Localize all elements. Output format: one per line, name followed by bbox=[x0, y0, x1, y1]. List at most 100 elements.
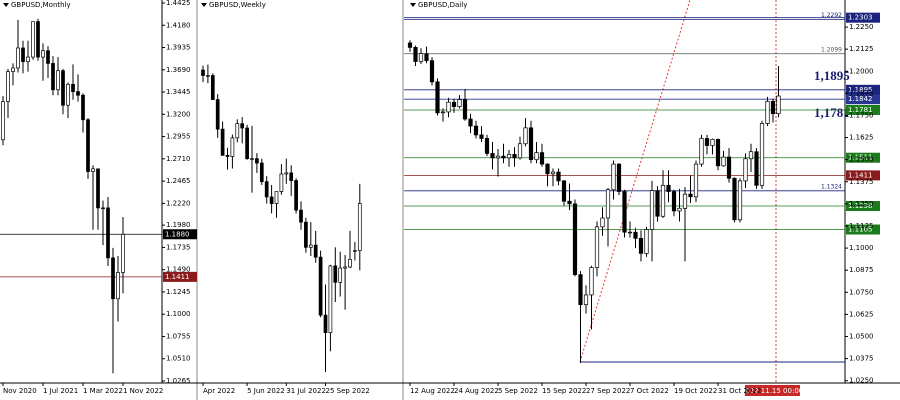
candle-body bbox=[308, 244, 313, 248]
candle-body bbox=[264, 181, 269, 198]
x-tick-label: 25 Sep 2022 bbox=[326, 387, 370, 395]
x-tick-label: 15 Sep 2022 bbox=[542, 387, 586, 395]
candle-body bbox=[407, 42, 413, 48]
candle-body bbox=[76, 91, 80, 96]
candle-body bbox=[41, 50, 45, 58]
candle-body bbox=[279, 173, 284, 192]
candle-body bbox=[289, 172, 294, 181]
candle-body bbox=[594, 226, 600, 268]
y-tick-label: 1.4425 bbox=[166, 0, 191, 7]
candle-body bbox=[666, 184, 671, 192]
candle-body bbox=[545, 163, 550, 175]
y-tick-label: 1.0265 bbox=[166, 377, 191, 385]
candle-body bbox=[523, 127, 528, 145]
candle-body bbox=[688, 193, 693, 198]
candle-body bbox=[429, 60, 435, 83]
level-label: 1.2099 bbox=[821, 46, 842, 53]
level-label: 1.1411 bbox=[165, 273, 190, 281]
candle-body bbox=[16, 47, 20, 69]
level-label: 1.1238 bbox=[848, 202, 873, 210]
candle-body bbox=[96, 168, 100, 209]
candle-body bbox=[220, 128, 225, 156]
candle-body bbox=[501, 155, 506, 159]
y-tick-label: 1.4180 bbox=[166, 21, 191, 29]
candle-body bbox=[748, 151, 754, 160]
x-tick-label: 27 Sep 2022 bbox=[586, 387, 630, 395]
x-tick-label: 5 Sep 2022 bbox=[498, 387, 538, 395]
candle-body bbox=[512, 154, 517, 159]
trend-line bbox=[579, 0, 691, 363]
candle-body bbox=[583, 294, 589, 306]
y-tick-label: 1.0875 bbox=[849, 266, 874, 274]
y-tick-label: 1.0510 bbox=[166, 355, 191, 363]
candle-body bbox=[440, 111, 446, 114]
candle-body bbox=[715, 138, 721, 167]
y-tick-label: 1.1250 bbox=[849, 200, 874, 208]
y-tick-label: 1.2000 bbox=[849, 67, 874, 75]
y-tick-label: 1.1000 bbox=[849, 244, 874, 252]
level-tag bbox=[846, 170, 880, 181]
candle-body bbox=[473, 125, 479, 136]
candle-body bbox=[111, 257, 115, 300]
level-label: 1.1324 bbox=[821, 183, 842, 190]
level-tag bbox=[846, 84, 880, 95]
y-tick-label: 1.1500 bbox=[849, 156, 874, 164]
y-tick-label: 1.2955 bbox=[166, 133, 191, 141]
title-icon bbox=[3, 3, 9, 7]
candle-body bbox=[611, 163, 616, 191]
candle-body bbox=[318, 256, 323, 316]
candle-body bbox=[589, 267, 594, 296]
x-tick-label: 1 Jul 2021 bbox=[43, 387, 78, 395]
candle-body bbox=[86, 119, 90, 172]
level-tag bbox=[846, 94, 880, 105]
y-tick-label: 1.1490 bbox=[166, 266, 191, 274]
candle-body bbox=[101, 207, 105, 210]
candle-body bbox=[21, 47, 25, 62]
candle-body bbox=[338, 267, 343, 283]
level-label: 1.1781 bbox=[848, 106, 873, 114]
candle-body bbox=[116, 272, 120, 300]
y-tick-label: 1.3690 bbox=[166, 66, 191, 74]
candle-body bbox=[726, 156, 732, 179]
y-tick-label: 1.0625 bbox=[849, 310, 874, 318]
y-tick-label: 1.2250 bbox=[849, 23, 874, 31]
candle-body bbox=[649, 190, 655, 230]
y-tick-label: 1.1125 bbox=[849, 222, 874, 230]
candle-body bbox=[682, 193, 688, 209]
candle-body bbox=[36, 21, 40, 58]
candle-body bbox=[299, 209, 303, 223]
candle-body bbox=[627, 231, 633, 234]
candle-body bbox=[304, 221, 308, 248]
candle-body bbox=[348, 258, 352, 268]
candle-body bbox=[710, 138, 715, 146]
candle-body bbox=[457, 99, 462, 107]
x-tick-label: 1 Mar 2022 bbox=[83, 387, 123, 395]
x-tick-label: Apr 2022 bbox=[203, 387, 235, 395]
x-tick-label: 19 Oct 2022 bbox=[674, 387, 717, 395]
candle-body bbox=[6, 71, 10, 102]
y-tick-label: 1.2220 bbox=[166, 199, 191, 207]
candle-body bbox=[451, 101, 457, 107]
candle-body bbox=[655, 190, 660, 217]
y-tick-label: 1.0375 bbox=[849, 355, 874, 363]
candle-body bbox=[699, 138, 704, 165]
crosshair-tag bbox=[745, 385, 800, 396]
candle-body bbox=[51, 63, 55, 91]
y-tick-label: 1.0755 bbox=[166, 332, 191, 340]
candle-body bbox=[313, 244, 318, 258]
candle-body bbox=[737, 180, 743, 221]
level-tag bbox=[163, 229, 197, 240]
candle-body bbox=[343, 266, 347, 269]
candle-body bbox=[468, 118, 473, 127]
candle-body bbox=[732, 177, 737, 221]
x-tick-label: 5 Jun 2022 bbox=[247, 387, 285, 395]
candle-body bbox=[534, 152, 539, 161]
level-tag bbox=[846, 152, 880, 163]
candle-body bbox=[294, 180, 298, 211]
candle-body bbox=[230, 137, 235, 157]
candle-body bbox=[413, 47, 418, 62]
candle-body bbox=[660, 184, 666, 217]
candle-body bbox=[446, 101, 451, 113]
x-tick-label: 31 Oct 2022 bbox=[718, 387, 761, 395]
level-label: 1.1895 bbox=[848, 86, 873, 94]
